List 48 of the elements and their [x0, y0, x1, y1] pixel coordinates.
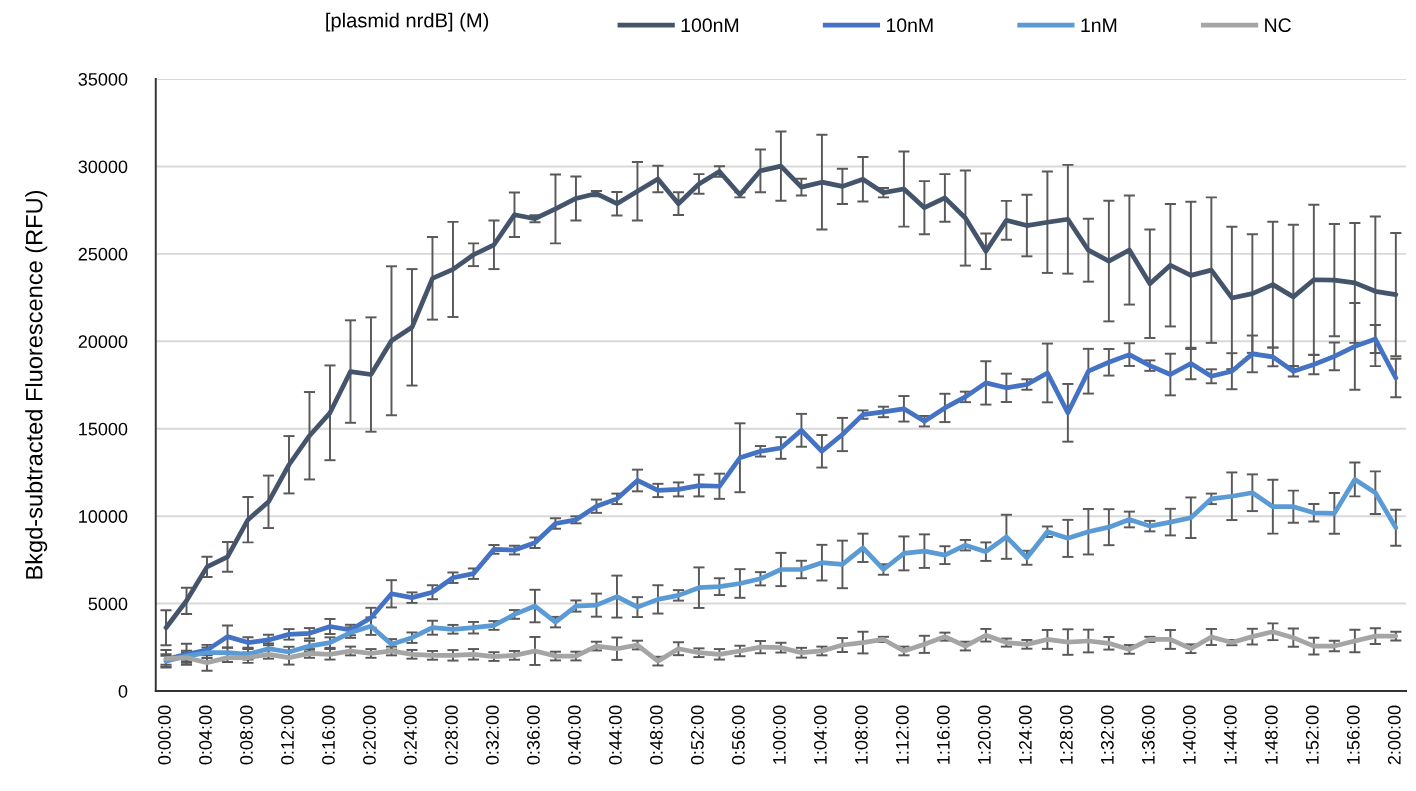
x-tick-label: 0:36:00 [527, 705, 540, 765]
x-tick-label: 1:44:00 [1223, 705, 1237, 764]
line-series [163, 629, 1399, 666]
line-series [163, 477, 1399, 664]
x-tick-label: 1:12:00 [895, 705, 909, 764]
x-tick-label: 1:04:00 [813, 705, 827, 764]
x-tick-label: 1:52:00 [1305, 705, 1319, 764]
x-tick-label: 0:32:00 [486, 705, 499, 765]
x-tick-label: 1:56:00 [1346, 705, 1360, 764]
x-tick-label: 1:48:00 [1264, 705, 1278, 764]
y-axis-title: Bkgd-subtracted Fluorescence (RFU) [25, 190, 48, 579]
legend-label: 100nM [681, 18, 739, 33]
x-tick-label: 0:04:00 [199, 705, 212, 765]
x-tick-label: 1:08:00 [854, 705, 868, 764]
y-tick-label: 10000 [79, 510, 128, 523]
x-tick-label: 2:00:00 [1387, 705, 1401, 765]
x-tick-label: 0:20:00 [363, 705, 376, 765]
x-tick-label: 1:28:00 [1059, 705, 1073, 764]
x-tick-label: 1:40:00 [1182, 705, 1196, 764]
x-tick-label: 1:32:00 [1100, 705, 1114, 764]
y-tick-label: 20000 [78, 335, 128, 349]
line-series [163, 163, 1399, 631]
y-tick-label: 5000 [88, 597, 128, 611]
x-tick-label: 1:20:00 [977, 705, 991, 764]
x-tick-label: 1:24:00 [1018, 705, 1032, 764]
legend-label: 10nM [886, 18, 933, 33]
legend-title: [plasmid nrdB] (M) [326, 12, 489, 32]
x-tick-label: 1:00:00 [772, 705, 786, 764]
y-tick-label: 30000 [78, 160, 128, 174]
x-tick-label: 1:16:00 [936, 705, 950, 764]
x-tick-label: 0:48:00 [650, 705, 663, 765]
y-tick-label: 15000 [79, 422, 128, 436]
x-tick-label: 0:44:00 [609, 705, 622, 765]
y-tick-label: 25000 [78, 247, 128, 261]
legend-label: NC [1265, 18, 1291, 33]
y-tick-label: 0 [118, 684, 128, 698]
y-tick-label: 35000 [78, 72, 128, 86]
x-tick-label: 0:24:00 [404, 705, 417, 765]
x-tick-label: 0:12:00 [281, 705, 294, 765]
x-tick-label: 0:16:00 [322, 705, 335, 765]
x-tick-label: 0:40:00 [568, 705, 581, 765]
x-tick-label: 0:00:00 [158, 705, 171, 765]
x-tick-label: 0:08:00 [240, 705, 253, 765]
legend-label: 1nM [1081, 18, 1117, 32]
x-tick-label: 0:52:00 [691, 705, 704, 765]
x-tick-label: 1:36:00 [1141, 705, 1155, 764]
x-tick-label: 0:56:00 [731, 705, 745, 765]
x-tick-label: 0:28:00 [445, 705, 458, 765]
